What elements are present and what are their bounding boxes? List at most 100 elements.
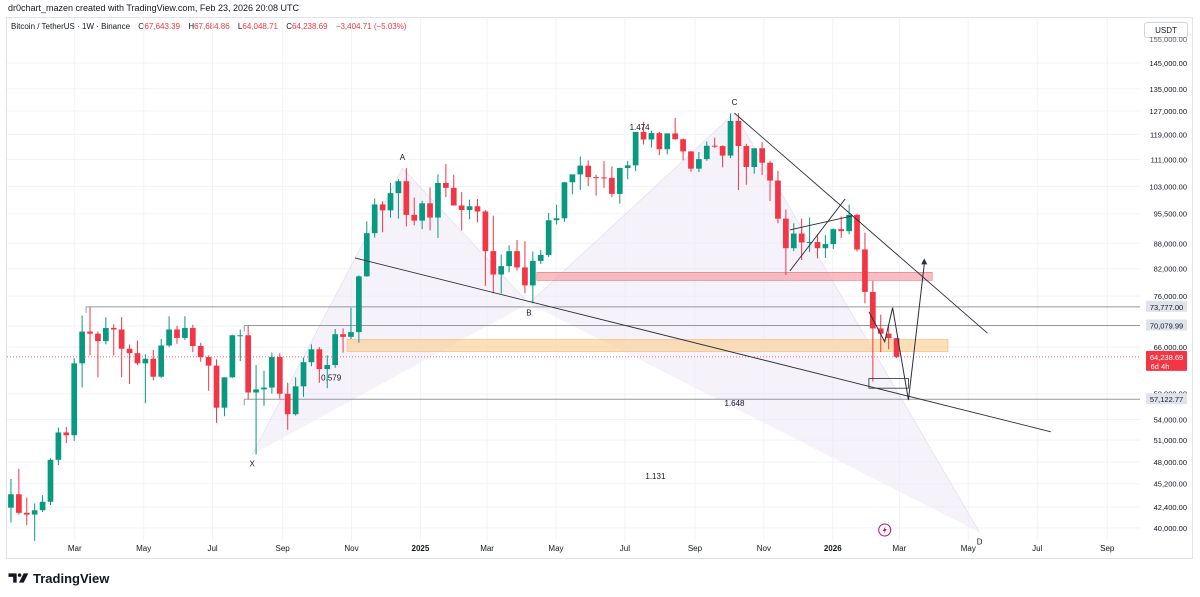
candle-body[interactable] [79, 331, 85, 364]
candle-body[interactable] [221, 377, 228, 408]
candle-body[interactable] [767, 162, 773, 181]
currency-selector[interactable]: USDT [1144, 22, 1188, 38]
candle-body[interactable] [862, 249, 868, 292]
candle-body[interactable] [838, 229, 845, 232]
candle-body[interactable] [798, 233, 805, 243]
candle-body[interactable] [680, 139, 686, 152]
candle-body[interactable] [189, 327, 196, 347]
candle-body[interactable] [39, 501, 46, 511]
candle-body[interactable] [443, 182, 449, 188]
candle-body[interactable] [411, 214, 418, 221]
level-price-tag[interactable] [1146, 319, 1187, 331]
resistance-zone[interactable] [536, 271, 933, 281]
candle-body[interactable] [134, 353, 141, 364]
candle-body[interactable] [553, 218, 560, 221]
candle-body[interactable] [47, 459, 54, 502]
candle-body[interactable] [703, 145, 710, 160]
candle-body[interactable] [514, 251, 520, 268]
candle-body[interactable] [672, 133, 679, 140]
candle-body[interactable] [8, 494, 14, 508]
trendline[interactable] [789, 198, 846, 272]
candle-body[interactable] [435, 182, 441, 218]
candle-body[interactable] [23, 512, 30, 515]
candle-body[interactable] [545, 220, 552, 255]
candle-body[interactable] [624, 165, 631, 168]
trendline[interactable] [734, 112, 988, 334]
candle-body[interactable] [292, 386, 299, 415]
candle-body[interactable] [332, 334, 338, 366]
candle-body[interactable] [348, 332, 354, 337]
candle-body[interactable] [245, 335, 252, 393]
candle-body[interactable] [466, 206, 473, 210]
candle-body[interactable] [743, 146, 750, 168]
candle-body[interactable] [506, 251, 512, 267]
candle-body[interactable] [126, 348, 133, 354]
candle-body[interactable] [71, 363, 78, 436]
symbol-title[interactable]: Bitcoin / TetherUS · 1W · Binance [11, 22, 131, 31]
candle-body[interactable] [877, 328, 884, 334]
candle-body[interactable] [601, 177, 607, 179]
candle-body[interactable] [537, 254, 544, 261]
candle-body[interactable] [561, 182, 568, 219]
candle-body[interactable] [569, 174, 576, 183]
candle-body[interactable] [356, 276, 362, 333]
trendline[interactable] [354, 257, 1051, 433]
candle-body[interactable] [427, 203, 433, 218]
candle-body[interactable] [253, 389, 259, 393]
candle-body[interactable] [118, 329, 125, 349]
candle-body[interactable] [656, 133, 663, 150]
candle-body[interactable] [213, 365, 220, 408]
candle-body[interactable] [751, 148, 758, 168]
projection-path[interactable] [868, 264, 925, 401]
candle-body[interactable] [387, 193, 394, 211]
candle-body[interactable] [150, 358, 157, 377]
candle-body[interactable] [158, 345, 165, 377]
candle-body[interactable] [490, 251, 497, 275]
candle-body[interactable] [95, 333, 101, 342]
candle-body[interactable] [450, 187, 457, 206]
candle-body[interactable] [308, 349, 315, 363]
candle-body[interactable] [379, 204, 386, 211]
candle-body[interactable] [55, 432, 62, 460]
candle-body[interactable] [775, 180, 781, 219]
candle-body[interactable] [640, 131, 647, 140]
candle-body[interactable] [593, 177, 599, 179]
candle-body[interactable] [727, 120, 734, 156]
candle-body[interactable] [166, 329, 172, 346]
candle-body[interactable] [616, 167, 623, 194]
candle-body[interactable] [237, 335, 244, 337]
candle-body[interactable] [340, 334, 346, 337]
candle-body[interactable] [482, 211, 489, 252]
candle-body[interactable] [648, 133, 655, 140]
candle-body[interactable] [783, 218, 789, 249]
candle-body[interactable] [759, 148, 765, 163]
candle-body[interactable] [696, 159, 702, 169]
candle-body[interactable] [316, 349, 323, 370]
candle-body[interactable] [790, 233, 797, 249]
candle-body[interactable] [324, 365, 331, 370]
candle-body[interactable] [174, 329, 180, 338]
candle-body[interactable] [474, 206, 481, 212]
candle-body[interactable] [529, 260, 536, 286]
support-zone[interactable] [346, 339, 949, 352]
candle-body[interactable] [458, 205, 465, 210]
candle-body[interactable] [498, 266, 505, 275]
candle-body[interactable] [419, 203, 425, 221]
candle-body[interactable] [664, 133, 671, 150]
candle-body[interactable] [395, 181, 402, 194]
candle-body[interactable] [110, 327, 117, 330]
candle-body[interactable] [885, 333, 892, 339]
candle-body[interactable] [276, 357, 283, 394]
projection-box[interactable] [868, 378, 909, 389]
candle-body[interactable] [197, 346, 204, 358]
candle-body[interactable] [182, 327, 188, 338]
candle-body[interactable] [688, 151, 694, 169]
candle-body[interactable] [609, 177, 615, 194]
candle-body[interactable] [830, 229, 837, 245]
candle-body[interactable] [31, 510, 38, 515]
tradingview-logo[interactable]: TradingView [8, 569, 109, 587]
candle-body[interactable] [735, 120, 742, 147]
candle-body[interactable] [893, 338, 900, 357]
candle-body[interactable] [142, 358, 149, 364]
